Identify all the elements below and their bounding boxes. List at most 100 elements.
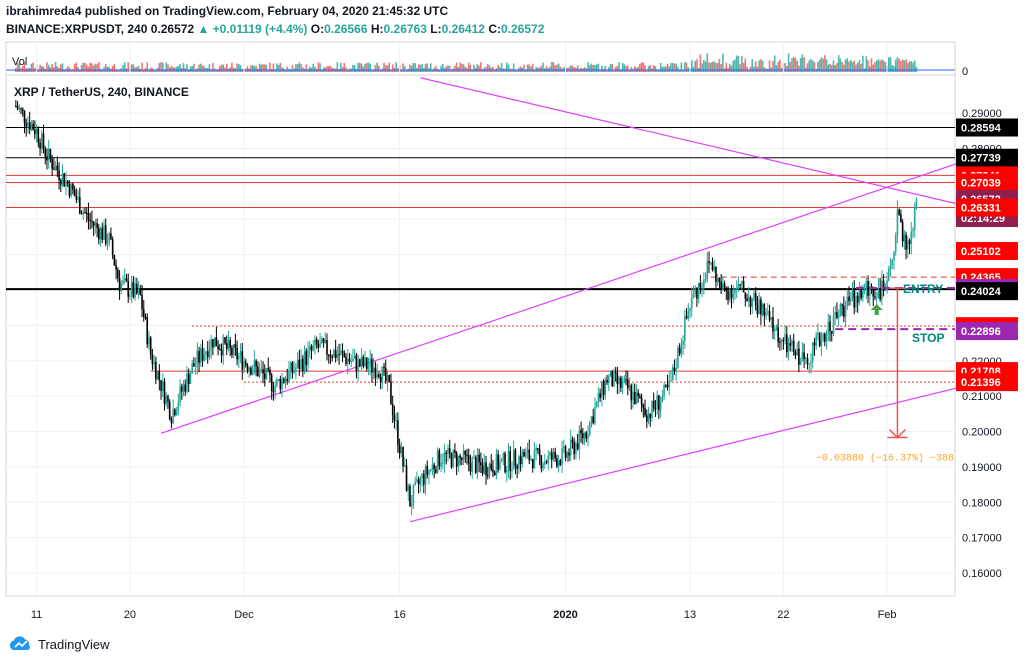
candle-body — [834, 312, 837, 316]
candle-body — [213, 337, 216, 348]
candle-body — [818, 333, 821, 346]
candle-body — [210, 339, 212, 350]
volume-bar — [225, 63, 228, 72]
volume-bar — [692, 66, 695, 72]
volume-bar — [295, 63, 297, 72]
candle-body — [428, 470, 430, 475]
candle-body — [886, 280, 888, 291]
candle-body — [697, 283, 700, 299]
candle-body — [642, 404, 645, 409]
candle-body — [825, 333, 828, 342]
volume-bar — [486, 63, 489, 72]
volume-bar — [647, 66, 650, 72]
candle-body — [367, 366, 370, 369]
candle-body — [511, 469, 513, 472]
candle-body — [661, 395, 664, 403]
volume-bar — [438, 69, 441, 72]
candle-body — [412, 485, 415, 504]
candle-body — [276, 379, 278, 387]
price-label-bg — [956, 198, 1018, 217]
volume-bar — [241, 69, 244, 72]
candle-body — [853, 289, 856, 308]
price-axis[interactable]: 0.290000.280000.270000.260000.250000.240… — [956, 108, 1018, 580]
time-axis[interactable]: 11 20 Dec 16 2020 13 22 Feb — [31, 609, 897, 621]
volume-bar — [832, 60, 835, 72]
price-label: 0.25102 — [961, 246, 1001, 258]
volume-bar — [493, 69, 496, 72]
candle-body — [338, 354, 340, 356]
candle-body — [80, 213, 83, 215]
candle-body — [805, 358, 807, 360]
candle-body — [91, 221, 93, 223]
candle-body — [526, 449, 529, 453]
candle-body — [563, 446, 565, 449]
volume-bar — [414, 63, 416, 72]
volume-bar — [796, 60, 798, 72]
candle-body — [317, 344, 320, 348]
candle-body — [343, 352, 346, 357]
volume-bar — [279, 62, 282, 72]
close-label: C: — [488, 22, 501, 36]
volume-bar — [855, 64, 857, 72]
volume-bar — [867, 60, 869, 72]
volume-bar — [896, 57, 899, 72]
volume-bar — [51, 64, 53, 72]
candle-body — [189, 373, 192, 384]
volume-bar — [461, 63, 463, 72]
candle-body — [416, 479, 418, 482]
candle-body — [637, 392, 639, 397]
volume-bar — [839, 58, 842, 72]
candle-body — [879, 288, 881, 300]
volume-bar — [822, 58, 824, 72]
candle-body — [99, 228, 102, 240]
candle-body — [360, 356, 363, 367]
volume-bar — [255, 65, 257, 72]
volume-bar — [519, 66, 522, 72]
candle-body — [35, 128, 38, 135]
volume-bar — [92, 65, 95, 72]
volume-bar — [132, 64, 135, 72]
entry-arrow-icon — [870, 304, 883, 316]
volume-bar — [626, 65, 629, 72]
volume-bar — [312, 63, 314, 72]
volume-bar — [701, 63, 703, 72]
candle-body — [94, 223, 97, 226]
volume-bar — [467, 62, 470, 72]
candle-body — [673, 367, 676, 371]
volume-bar — [639, 63, 641, 72]
candle-body — [15, 106, 17, 108]
volume-bar — [359, 62, 361, 72]
candle-body — [739, 284, 741, 286]
candle-body — [96, 223, 98, 229]
volume-bar — [810, 59, 812, 72]
candle-body — [180, 386, 183, 392]
candle-body — [281, 378, 283, 390]
candle-body — [806, 358, 809, 364]
volume-bar — [680, 62, 683, 72]
candle-body — [40, 133, 43, 149]
candle-body — [632, 391, 634, 401]
candle-body — [723, 283, 726, 289]
candle-body — [882, 280, 885, 291]
volume-bar — [369, 63, 372, 72]
candle-body — [556, 458, 558, 467]
tradingview-brand[interactable]: TradingView — [8, 636, 110, 652]
volume-bar — [442, 63, 444, 72]
volume-bar — [191, 66, 193, 72]
candle-body — [263, 373, 266, 379]
volume-bar — [364, 63, 366, 72]
candle-body — [716, 278, 719, 282]
candle-body — [564, 446, 567, 459]
volume-bar — [194, 69, 197, 72]
candle-body — [84, 211, 86, 213]
volume-bar — [186, 64, 188, 72]
volume-zero-label: 0 — [962, 66, 968, 78]
candle-body — [601, 381, 603, 398]
volume-bar — [258, 63, 261, 72]
price-tick-label: 0.17000 — [962, 533, 1002, 545]
volume-bar — [881, 59, 883, 72]
volume-bar — [371, 69, 373, 72]
candle-body — [436, 450, 439, 473]
candle-body — [284, 378, 287, 383]
